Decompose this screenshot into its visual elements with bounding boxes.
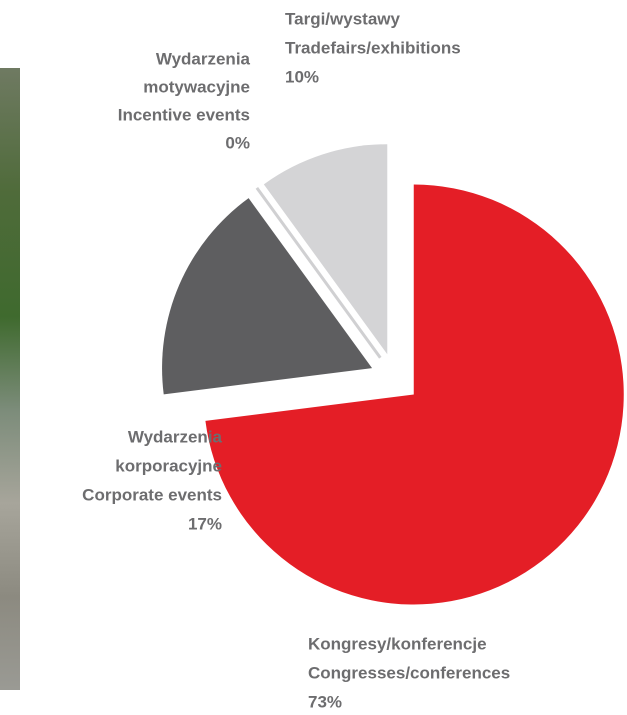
pie-slice (255, 186, 382, 359)
photo-strip (0, 68, 20, 690)
pie-slice (263, 144, 388, 355)
slice-label: Targi/wystawy (285, 9, 400, 28)
value-label: 10% (285, 67, 319, 86)
slice-label: Wydarzenia (156, 49, 251, 68)
slice-label: korporacyjne (115, 456, 222, 475)
slice-label: Kongresy/konferencje (308, 634, 487, 653)
pie-slice (162, 198, 373, 395)
slice-label: Corporate events (82, 485, 222, 504)
value-label: 0% (225, 133, 250, 152)
value-label: 17% (188, 514, 222, 533)
pie-slice (205, 184, 624, 605)
slice-label: motywacyjne (143, 77, 250, 96)
slice-label: Tradefairs/exhibitions (285, 38, 461, 57)
value-label: 73% (308, 692, 342, 711)
slice-label: Congresses/conferences (308, 663, 510, 682)
slice-label: Incentive events (118, 105, 250, 124)
slice-label: Wydarzenia (128, 427, 223, 446)
